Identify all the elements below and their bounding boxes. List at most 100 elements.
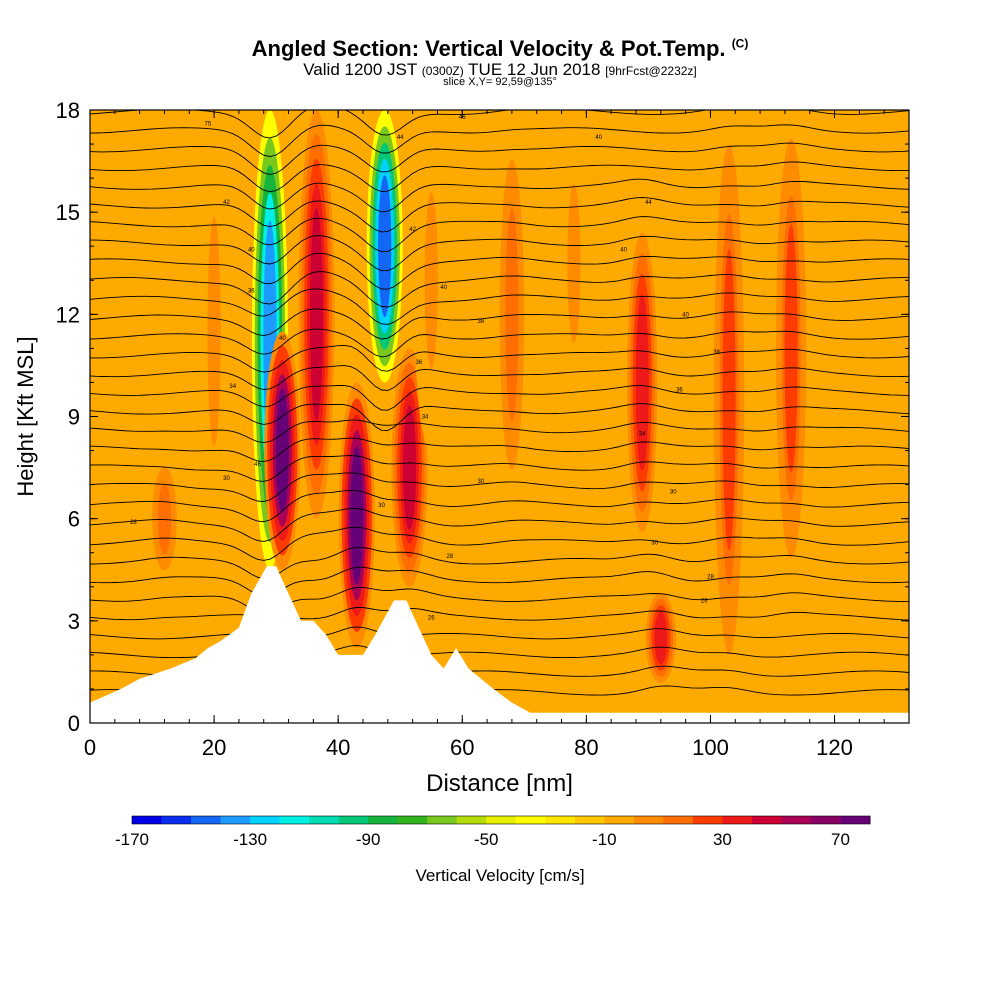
- colorbar-tick-label: -50: [474, 830, 499, 849]
- pot-temp-contour-line: [90, 288, 909, 325]
- pot-temp-contour-line: [90, 586, 909, 614]
- colorbar-frame: [131, 815, 871, 825]
- y-tick-label: 15: [56, 200, 80, 225]
- x-axis: 0 20 40 60 80 100 120 Distance [nm]: [84, 110, 910, 797]
- x-tick-label: 80: [574, 735, 598, 760]
- pot-temp-contour-line: [90, 124, 909, 157]
- contour-label: 26: [701, 598, 708, 604]
- pot-temp-contour-line: [90, 110, 909, 139]
- colorbar-label: Vertical Velocity [cm/s]: [415, 866, 584, 885]
- velocity-cell-7-4: [722, 248, 736, 550]
- pot-temp-contour-line: [90, 344, 909, 373]
- slice-label: slice X,Y= 92,59@135°: [443, 76, 557, 88]
- velocity-cell-4-4: [378, 175, 392, 318]
- colorbar-swatch: [722, 816, 753, 824]
- velocity-cell-11-4: [424, 191, 438, 369]
- colorbar-swatch: [604, 816, 635, 824]
- colorbar: -170 -130 -90 -50 -10 30 70 Vertical Velocity […: [115, 815, 871, 885]
- contour-label: 46: [254, 462, 261, 468]
- y-tick-label: 6: [68, 507, 80, 532]
- colorbar-swatch: [309, 816, 340, 824]
- pot-temp-contour-line: [90, 455, 909, 482]
- pot-temp-contour-line: [90, 142, 909, 175]
- contour-label: 75: [205, 122, 212, 128]
- subtitle-fcst: [9hrFcst@2232z]: [605, 64, 697, 78]
- contour-label: 40: [595, 135, 602, 141]
- contour-label: 30: [670, 489, 677, 495]
- colorbar-swatch: [633, 816, 664, 824]
- x-tick-label: 0: [84, 735, 96, 760]
- velocity-cell-8-4: [784, 224, 798, 473]
- pot-temp-contour-line: [90, 385, 909, 411]
- pot-temp-contour-line: [90, 216, 909, 253]
- contour-label: 36: [415, 360, 422, 366]
- x-tick-label: 60: [450, 735, 474, 760]
- colorbar-swatch: [515, 816, 546, 824]
- y-axis-label: Height [Kft MSL]: [13, 336, 38, 496]
- contour-label: 28: [130, 520, 137, 526]
- colorbar-tick-label: -90: [356, 830, 381, 849]
- velocity-cell-14-4: [654, 611, 668, 665]
- velocity-cell-12-4: [505, 208, 519, 421]
- pot-temp-contour-line: [90, 308, 909, 340]
- colorbar-swatch: [456, 816, 487, 824]
- terrain-mask: [90, 566, 909, 723]
- colorbar-swatch: [132, 816, 163, 824]
- colorbar-tick-label: -10: [592, 830, 617, 849]
- colorbar-swatch: [486, 816, 517, 824]
- pot-temp-contour-line: [90, 235, 909, 272]
- colorbar-swatch: [751, 816, 782, 824]
- x-tick-label: 20: [202, 735, 226, 760]
- contour-label: 40: [279, 336, 286, 342]
- colorbar-swatch: [810, 816, 841, 824]
- contour-label: 30: [651, 541, 658, 547]
- velocity-cell-6-4: [635, 293, 649, 471]
- contour-label: 28: [707, 575, 714, 581]
- pot-temp-contour-line: [90, 472, 909, 503]
- contour-label: 40: [248, 248, 255, 254]
- contour-label: 38: [713, 350, 720, 356]
- contour-label: 30: [378, 503, 385, 509]
- colorbar-swatch: [279, 816, 310, 824]
- x-tick-label: 120: [816, 735, 853, 760]
- velocity-cell-5-4: [402, 405, 417, 530]
- colorbar-swatch: [781, 816, 812, 824]
- chart-title-main: Angled Section: Vertical Velocity & Pot.…: [251, 36, 726, 61]
- colorbar-swatch: [191, 816, 222, 824]
- chart-subtitle: Valid 1200 JST (0300Z) TUE 12 Jun 2018 […: [0, 60, 1000, 80]
- subtitle-valid: Valid 1200 JST: [303, 60, 417, 79]
- velocity-cell-1-4: [275, 388, 289, 513]
- contour-label: 40: [682, 312, 689, 318]
- contour-label: 36: [248, 288, 255, 294]
- pot-temp-contour-line: [90, 271, 909, 308]
- chart-title: Angled Section: Vertical Velocity & Pot.…: [0, 36, 1000, 62]
- subtitle-date: TUE 12 Jun 2018: [468, 60, 601, 79]
- pot-temp-contour-line: [90, 252, 909, 290]
- pot-temp-contour-line: [90, 328, 909, 358]
- pot-temp-contour-line: [90, 626, 909, 640]
- colorbar-swatch: [840, 816, 871, 824]
- pot-temp-contour-line: [90, 546, 909, 580]
- contour-label: 34: [639, 432, 646, 438]
- pot-temp-contour-line: [90, 508, 909, 542]
- contour-label: 34: [229, 384, 236, 390]
- contour-label: 44: [397, 135, 404, 141]
- contour-label: 42: [223, 200, 230, 206]
- colorbar-tick-label: -170: [115, 830, 149, 849]
- colorbar-swatch: [220, 816, 251, 824]
- subtitle-utc: (0300Z): [421, 64, 464, 78]
- pot-temp-contour-line: [90, 161, 909, 193]
- contour-label: 30: [223, 476, 230, 482]
- contour-label: 34: [422, 415, 429, 421]
- colorbar-swatch: [250, 816, 281, 824]
- colorbar-swatch: [427, 816, 458, 824]
- x-tick-label: 40: [326, 735, 350, 760]
- colorbar-swatch: [663, 816, 694, 824]
- colorbar-swatch: [692, 816, 723, 824]
- chart-title-unit: (C): [731, 36, 749, 51]
- y-tick-label: 9: [68, 405, 80, 430]
- x-tick-label: 100: [692, 735, 729, 760]
- pot-temp-contour-line: [90, 607, 909, 621]
